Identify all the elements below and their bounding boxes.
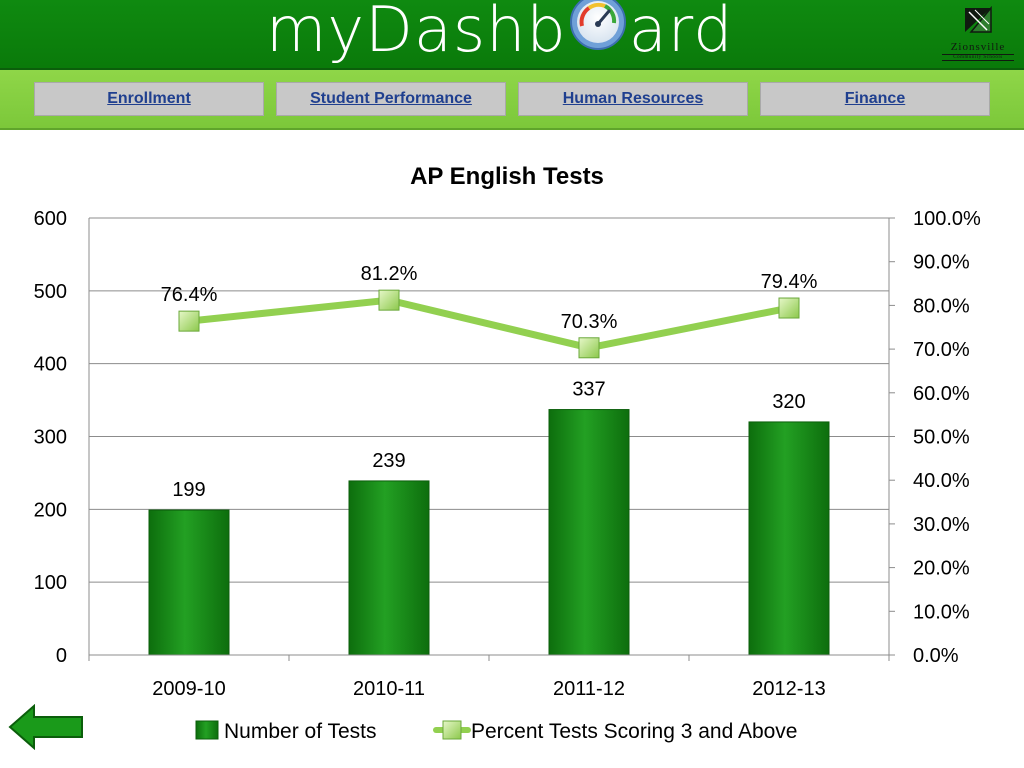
- y-left-tick-label: 300: [34, 427, 67, 449]
- tab-enrollment[interactable]: Enrollment: [34, 82, 264, 116]
- line-point-marker: [178, 310, 200, 332]
- district-emblem-icon: [965, 5, 992, 33]
- x-tick-label: 2011-12: [553, 678, 625, 700]
- bar-data-label: 239: [372, 450, 405, 472]
- bar-number-of-tests: [748, 421, 830, 656]
- line-percent-scoring: [188, 296, 790, 352]
- logo-text: Zionsville: [950, 41, 1006, 53]
- y-left-tick-label: 600: [34, 208, 67, 230]
- line-data-label: 79.4%: [761, 271, 818, 293]
- y-right-tick-label: 50.0%: [913, 427, 970, 449]
- chart-title: AP English Tests: [410, 163, 604, 190]
- line-point-marker: [578, 337, 600, 359]
- y-left-tick-label: 200: [34, 499, 67, 521]
- tab-finance[interactable]: Finance: [760, 82, 990, 116]
- y-right-tick-label: 40.0%: [913, 470, 970, 492]
- line-data-label: 81.2%: [361, 263, 418, 285]
- district-logo: Zionsville Community Schools: [936, 4, 1020, 64]
- gauge-icon: [569, 0, 627, 68]
- bar-number-of-tests: [348, 480, 430, 656]
- brand-text-left: myDashb: [266, 0, 567, 66]
- logo-subtext: Community Schools: [942, 54, 1014, 61]
- y-right-tick-label: 70.0%: [913, 339, 970, 361]
- y-right-tick-label: 20.0%: [913, 558, 970, 580]
- line-data-label: 76.4%: [161, 284, 218, 306]
- legend-label-number-of-tests: Number of Tests: [224, 720, 377, 743]
- bar-number-of-tests: [148, 509, 230, 656]
- header-bar: myDashb ard Zions: [0, 0, 1024, 70]
- bar-data-label: 337: [572, 379, 605, 401]
- tab-student-performance[interactable]: Student Performance: [276, 82, 506, 116]
- tab-human-resources[interactable]: Human Resources: [518, 82, 748, 116]
- legend-label-percent-scoring: Percent Tests Scoring 3 and Above: [471, 720, 797, 743]
- y-right-tick-label: 100.0%: [913, 208, 981, 230]
- y-right-tick-label: 60.0%: [913, 383, 970, 405]
- bar-number-of-tests: [548, 409, 630, 656]
- y-left-tick-label: 100: [34, 572, 67, 594]
- y-left-tick-label: 500: [34, 281, 67, 303]
- bar-data-label: 320: [772, 391, 805, 413]
- line-point-marker: [378, 289, 400, 311]
- brand-text-right: ard: [628, 0, 734, 66]
- y-right-tick-label: 80.0%: [913, 295, 970, 317]
- ap-english-chart: AP English Tests 0 100 200 300 400 500 600 0.0%…: [34, 163, 981, 743]
- legend-swatch-marker: [442, 720, 462, 740]
- x-tick-label: 2010-11: [353, 678, 425, 700]
- dashboard-brand: myDashb ard: [266, 0, 734, 68]
- line-point-marker: [778, 297, 800, 319]
- y-right-tick-label: 10.0%: [913, 601, 970, 623]
- back-arrow-button[interactable]: [8, 703, 84, 755]
- legend-swatch-bar: [195, 720, 219, 740]
- y-left-tick-label: 400: [34, 354, 67, 376]
- bar-data-label: 199: [172, 479, 205, 501]
- nav-bar: Enrollment Student Performance Human Res…: [0, 70, 1024, 130]
- x-tick-label: 2009-10: [152, 678, 225, 700]
- y-left-tick-label: 0: [56, 645, 67, 667]
- y-right-tick-label: 30.0%: [913, 514, 970, 536]
- y-right-tick-label: 90.0%: [913, 252, 970, 274]
- line-data-label: 70.3%: [561, 311, 618, 333]
- x-tick-label: 2012-13: [752, 678, 825, 700]
- y-right-tick-label: 0.0%: [913, 645, 959, 667]
